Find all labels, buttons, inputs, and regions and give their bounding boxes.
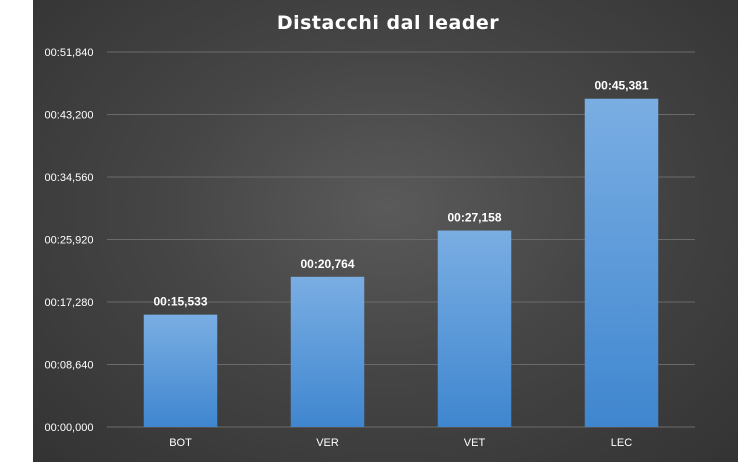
y-tick-label: 00:08,640 xyxy=(45,360,94,372)
bar-chart: 00:00,000 00:08,640 00:17,280 00:25,920 00:3… xyxy=(45,47,695,449)
y-tick-label: 00:17,280 xyxy=(45,297,94,309)
chart-area: Distacchi dal leader 00:00,000 00:08,640 0… xyxy=(33,0,738,462)
y-tick-label: 00:34,560 xyxy=(45,172,94,184)
data-label-lec: 00:45,381 xyxy=(594,79,648,93)
y-tick-label: 00:25,920 xyxy=(45,235,94,247)
y-tick-label: 00:00,000 xyxy=(45,422,94,434)
bar-vet xyxy=(437,230,512,427)
chart-title: Distacchi dal leader xyxy=(276,12,500,34)
x-tick-label-bot: BOT xyxy=(169,437,192,449)
data-label-ver: 00:20,764 xyxy=(300,257,354,271)
data-label-bot: 00:15,533 xyxy=(153,295,207,309)
x-tick-label-ver: VER xyxy=(316,437,339,449)
bar-ver xyxy=(290,276,365,427)
x-tick-label-vet: VET xyxy=(464,437,486,449)
x-tick-label-lec: LEC xyxy=(611,437,632,449)
bar-lec xyxy=(584,98,659,428)
bar-bot xyxy=(143,314,218,427)
data-label-vet: 00:27,158 xyxy=(447,211,501,225)
y-tick-label: 00:43,200 xyxy=(45,110,94,122)
y-tick-label: 00:51,840 xyxy=(45,47,94,59)
